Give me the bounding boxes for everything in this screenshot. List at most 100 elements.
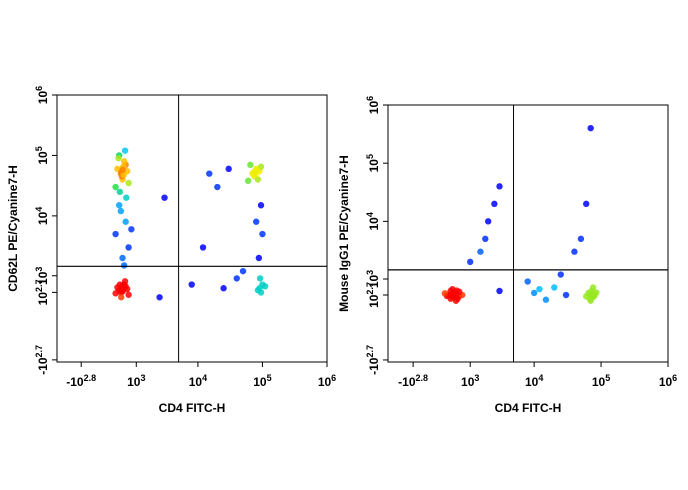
tick-exponent: 2.7 bbox=[34, 345, 44, 358]
event-dot bbox=[251, 168, 258, 176]
event-dot bbox=[247, 161, 254, 169]
tick-label: -102.8 bbox=[66, 373, 96, 389]
tick-base: 10 bbox=[189, 375, 203, 389]
event-dot bbox=[571, 248, 578, 255]
tick-label: 105 bbox=[365, 154, 381, 172]
event-dot bbox=[562, 291, 570, 299]
plot: -102.8 103 104 105 106-102.7102.710310410510… bbox=[6, 86, 336, 415]
event-dot bbox=[530, 289, 538, 297]
tick-base: -10 bbox=[36, 357, 50, 375]
event-dot bbox=[220, 285, 227, 292]
tick-exponent: 5 bbox=[365, 154, 375, 159]
tick-label: -102.7 bbox=[34, 345, 50, 375]
event-dot bbox=[214, 183, 221, 191]
event-dot bbox=[112, 183, 119, 191]
event-dot bbox=[112, 290, 119, 297]
event-dot bbox=[536, 285, 543, 293]
tick-base: 10 bbox=[367, 275, 381, 289]
tick-exponent: 6 bbox=[331, 373, 336, 383]
event-dot bbox=[588, 291, 596, 298]
tick-label: 106 bbox=[659, 373, 677, 389]
tick-base: 10 bbox=[592, 375, 606, 389]
event-dot bbox=[254, 176, 262, 183]
tick-base: 10 bbox=[36, 151, 50, 165]
event-dot bbox=[225, 165, 232, 173]
event-dot bbox=[491, 200, 498, 208]
event-dot bbox=[120, 158, 128, 165]
tick-base: 10 bbox=[253, 375, 267, 389]
event-dot bbox=[156, 294, 163, 301]
tick-label: 103 bbox=[34, 267, 50, 285]
tick-label: 104 bbox=[189, 373, 207, 389]
tick-base: 10 bbox=[461, 375, 475, 389]
event-dot bbox=[261, 283, 269, 290]
event-dot bbox=[577, 235, 585, 243]
y-axis-label: Mouse IgG1 PE/Cyanine7-H bbox=[337, 155, 351, 312]
event-dot bbox=[119, 166, 126, 173]
x-axis-label: CD4 FITC-H bbox=[495, 401, 562, 415]
tick-exponent: 6 bbox=[34, 86, 44, 91]
event-dot bbox=[583, 200, 590, 208]
event-dot bbox=[120, 171, 128, 178]
event-dot bbox=[125, 244, 132, 251]
tick-base: 10 bbox=[36, 292, 50, 306]
event-dot bbox=[496, 183, 503, 190]
event-dot bbox=[524, 278, 531, 285]
tick-label: 103 bbox=[127, 373, 145, 389]
tick-label: 103 bbox=[461, 373, 479, 389]
tick-label: 102.7 bbox=[34, 279, 50, 305]
tick-exponent: 2.8 bbox=[416, 373, 429, 383]
tick-exponent: 3 bbox=[474, 373, 479, 383]
tick-exponent: 6 bbox=[365, 96, 375, 101]
tick-exponent: 2.8 bbox=[84, 373, 97, 383]
event-dot bbox=[128, 226, 135, 233]
event-dot bbox=[583, 293, 590, 300]
tick-label: -102.7 bbox=[365, 345, 381, 375]
tick-exponent: 3 bbox=[140, 373, 145, 383]
tick-base: 10 bbox=[36, 211, 50, 225]
tick-base: -10 bbox=[398, 375, 416, 389]
event-dot bbox=[551, 284, 558, 291]
tick-base: 10 bbox=[367, 217, 381, 231]
event-dot bbox=[120, 262, 128, 269]
event-dot bbox=[233, 275, 240, 282]
tick-exponent: 4 bbox=[538, 373, 543, 383]
tick-exponent: 5 bbox=[34, 146, 44, 151]
event-dot bbox=[244, 177, 252, 185]
event-dot bbox=[115, 155, 122, 162]
event-dot bbox=[441, 290, 449, 297]
tick-base: 10 bbox=[367, 294, 381, 308]
event-dot bbox=[118, 294, 125, 301]
event-dot bbox=[259, 230, 266, 238]
tick-label: 105 bbox=[34, 146, 50, 164]
event-dot bbox=[117, 207, 125, 215]
tick-base: 10 bbox=[127, 375, 141, 389]
tick-base: 10 bbox=[36, 271, 50, 285]
tick-label: 102.7 bbox=[365, 282, 381, 308]
tick-base: 10 bbox=[36, 91, 50, 105]
event-dot bbox=[115, 202, 123, 209]
event-dot bbox=[542, 296, 550, 303]
event-dot bbox=[254, 287, 262, 294]
tick-label: 105 bbox=[592, 373, 610, 389]
event-dot bbox=[482, 235, 489, 243]
event-dot bbox=[252, 218, 260, 225]
event-dot bbox=[477, 248, 484, 255]
tick-base: 10 bbox=[367, 159, 381, 173]
tick-label: -102.8 bbox=[398, 373, 428, 389]
event-dot bbox=[161, 194, 168, 201]
tick-label: 104 bbox=[525, 373, 543, 389]
event-dot bbox=[256, 275, 264, 282]
tick-label: 106 bbox=[318, 373, 336, 389]
event-dot bbox=[206, 170, 213, 177]
tick-label: 104 bbox=[34, 207, 50, 225]
x-axis-label: CD4 FITC-H bbox=[159, 401, 226, 415]
tick-exponent: 2.7 bbox=[365, 345, 375, 358]
tick-exponent: 4 bbox=[34, 207, 44, 212]
tick-label: 106 bbox=[34, 86, 50, 104]
tick-exponent: 2.7 bbox=[365, 282, 375, 295]
event-dot bbox=[199, 244, 207, 251]
event-dot bbox=[255, 254, 263, 262]
event-dot bbox=[587, 124, 594, 132]
